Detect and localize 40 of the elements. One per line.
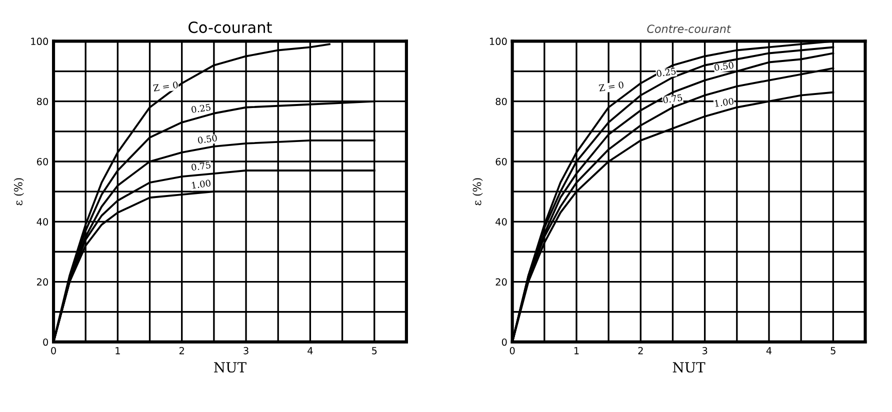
x-tick-label: 4 (766, 347, 772, 354)
text: 0.50 (714, 62, 734, 71)
text: 0.75 (191, 161, 211, 171)
x-tick-label: 0 (51, 346, 56, 354)
x-tick-label: 1 (574, 347, 579, 354)
text: 1.00 (192, 179, 211, 189)
y-tick-label: 20 (37, 278, 48, 286)
x-tick-label: 5 (372, 347, 377, 354)
y-axis-title: ε (%) (472, 178, 483, 206)
y-tick-label: 60 (36, 158, 48, 166)
y-tick-label: 20 (496, 278, 507, 286)
x-tick-label: 5 (830, 347, 836, 354)
text: Z = 0 (598, 81, 624, 92)
x-tick-label: 2 (179, 346, 184, 354)
x-axis-title: NUT (214, 362, 246, 373)
y-tick-label: 0 (43, 338, 48, 346)
y-tick-label: 100 (31, 38, 48, 46)
chart-title: Contre-courant (647, 24, 732, 34)
text: 0.50 (198, 134, 218, 144)
y-tick-label: 100 (490, 38, 507, 46)
x-tick-label: 2 (638, 346, 643, 354)
y-tick-label: 40 (36, 218, 48, 226)
text: 0.25 (656, 68, 676, 77)
y-tick-label: 80 (496, 98, 507, 106)
x-tick-label: 0 (510, 346, 515, 354)
x-axis-title: NUT (672, 362, 706, 373)
y-tick-label: 0 (502, 338, 507, 346)
x-tick-label: 3 (244, 346, 248, 354)
text: Z = 0 (153, 81, 178, 92)
text: 0.75 (662, 94, 682, 104)
x-tick-label: 1 (116, 347, 120, 354)
y-tick-label: 60 (496, 158, 507, 166)
y-axis-title: ε (%) (14, 178, 24, 206)
text: 1.00 (714, 98, 734, 108)
x-tick-label: 3 (702, 346, 708, 354)
y-tick-label: 40 (496, 218, 507, 226)
text: 0.25 (191, 104, 211, 114)
x-tick-label: 4 (308, 347, 313, 354)
chart-title: Co-courant (188, 22, 272, 34)
y-tick-label: 80 (36, 98, 48, 106)
